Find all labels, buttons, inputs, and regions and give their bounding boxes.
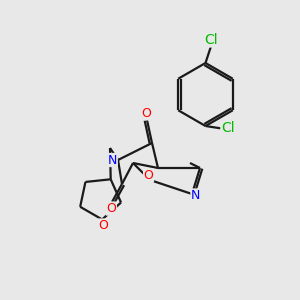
Text: O: O: [106, 202, 116, 215]
Text: N: N: [191, 189, 200, 202]
Text: Cl: Cl: [204, 33, 218, 47]
Text: Cl: Cl: [221, 122, 235, 135]
Text: N: N: [108, 154, 117, 166]
Text: O: O: [142, 107, 151, 120]
Text: O: O: [99, 219, 109, 232]
Text: O: O: [144, 169, 153, 182]
